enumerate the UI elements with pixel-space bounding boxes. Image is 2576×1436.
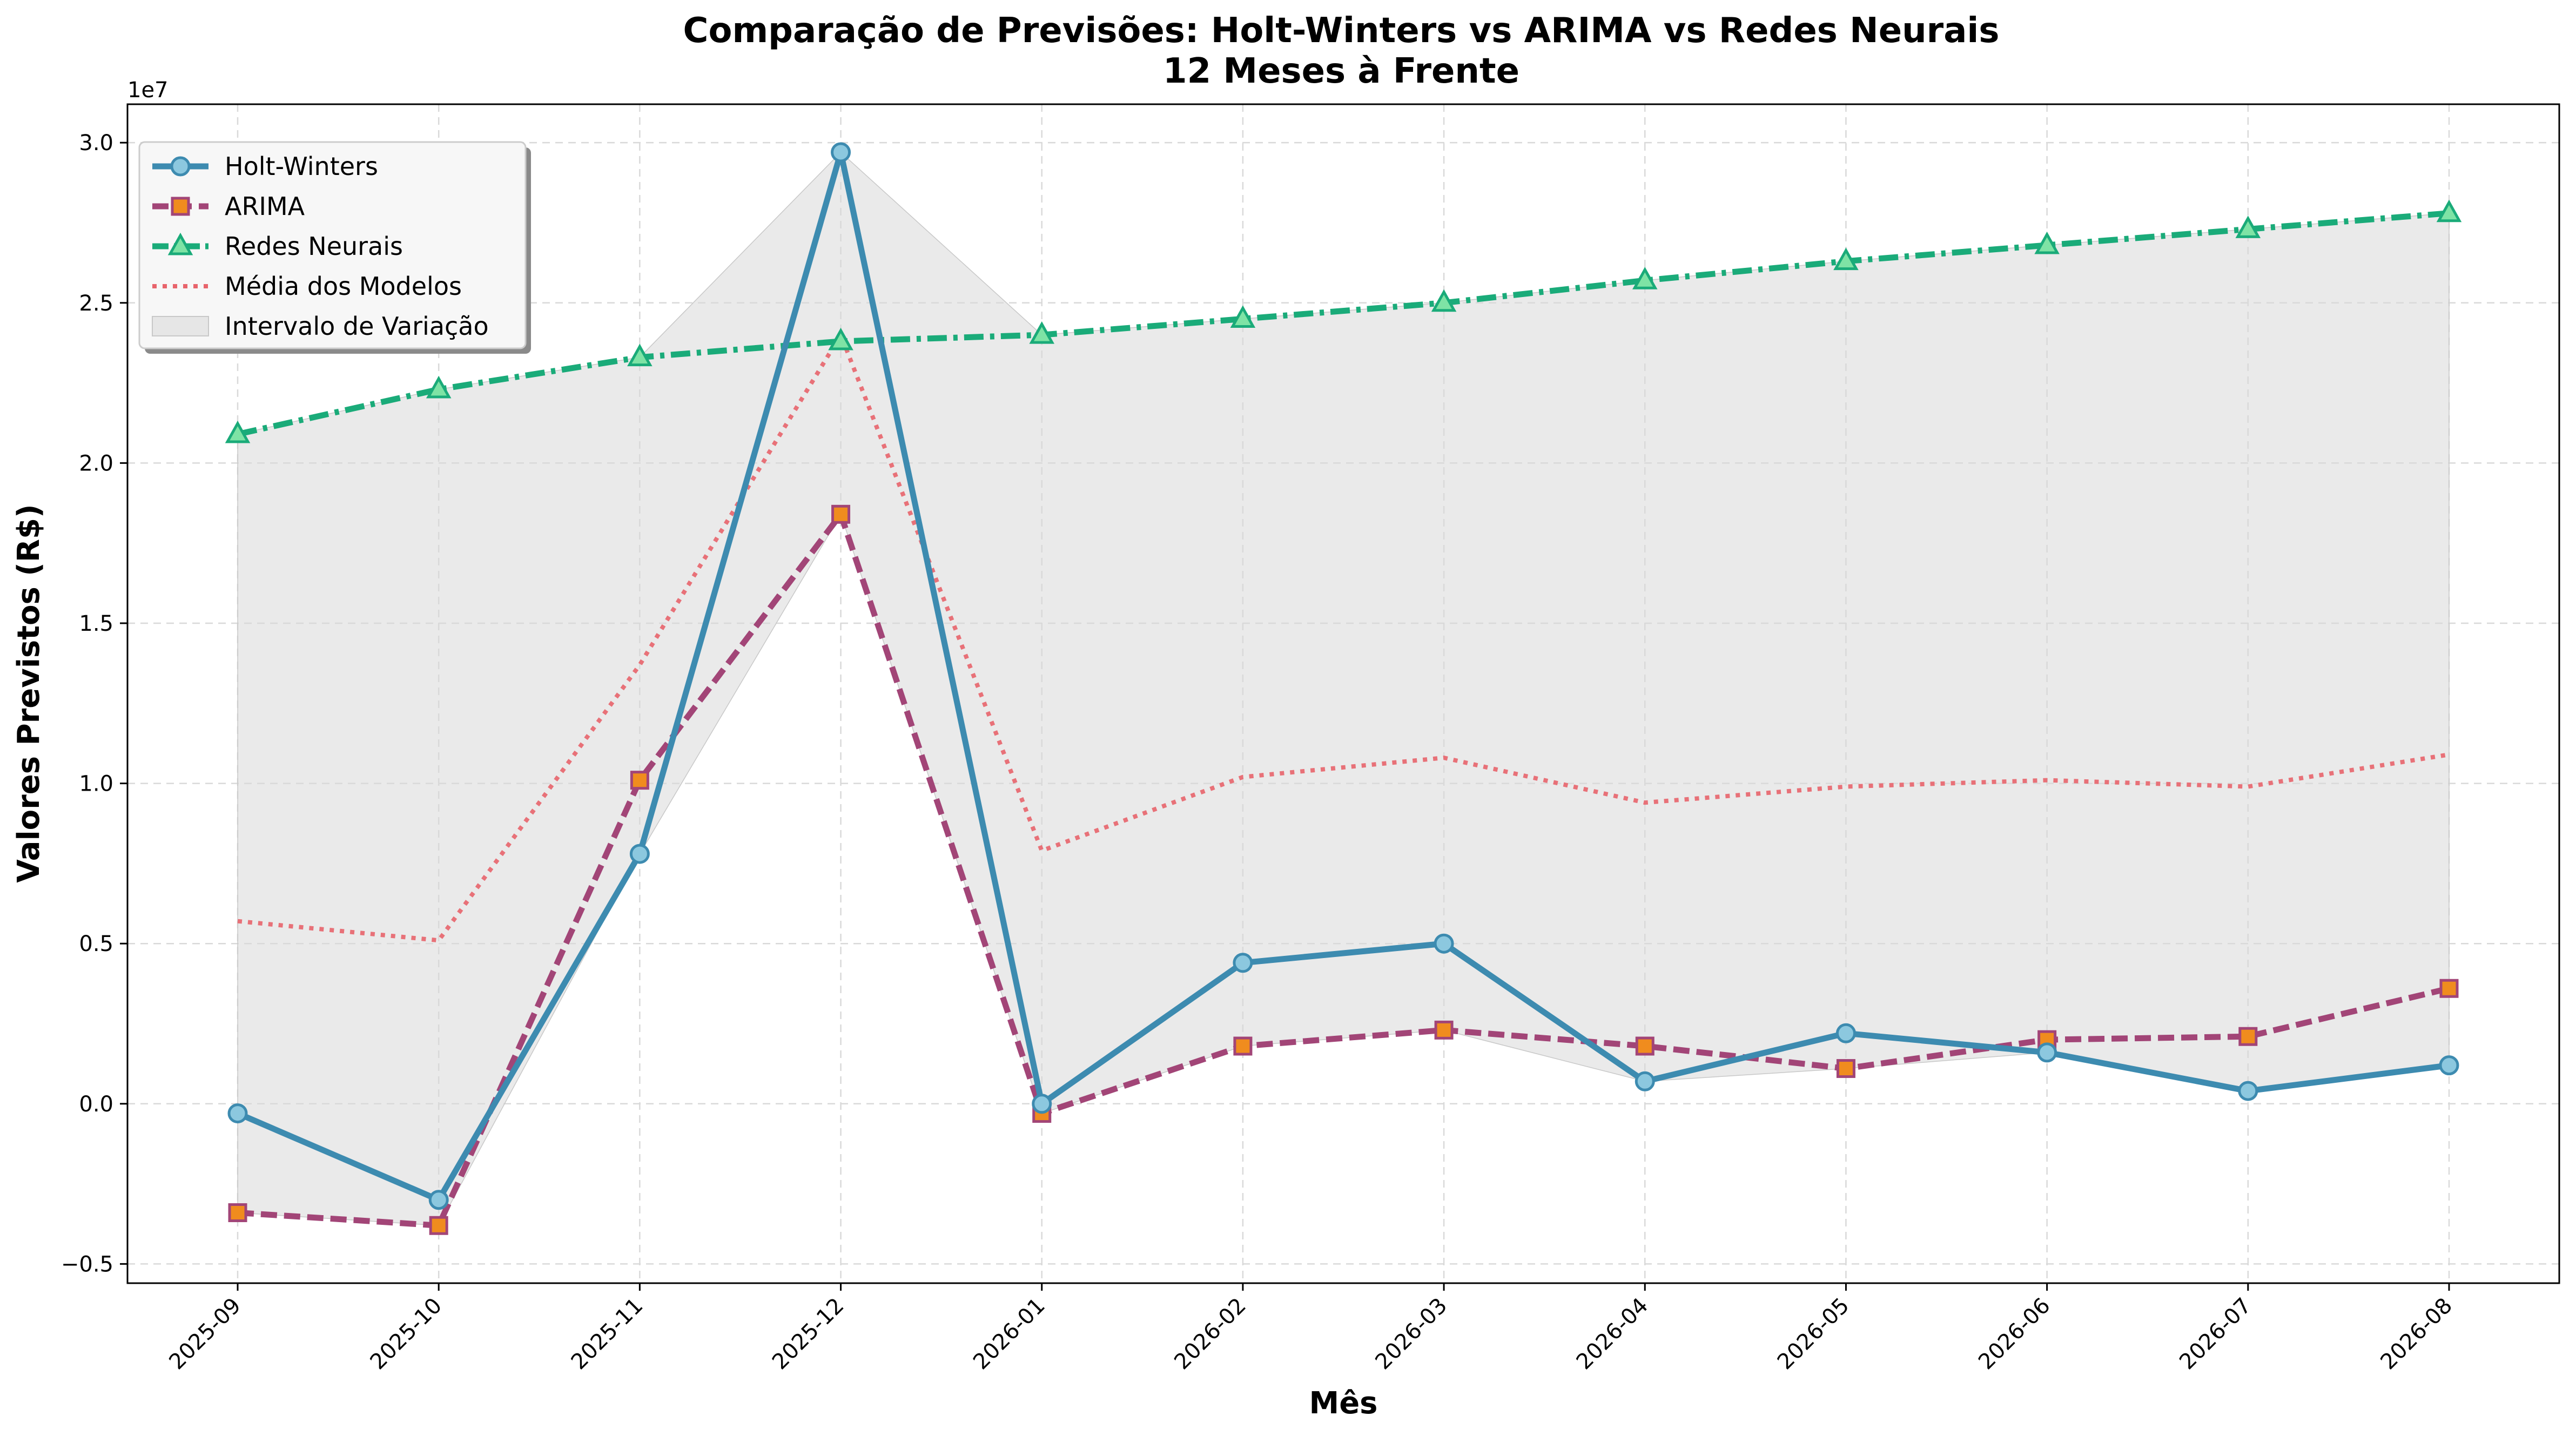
- y-axis-label: Valores Previstos (R$): [11, 504, 46, 882]
- data-point: [1632, 267, 1658, 289]
- y-tick-label: 3.0: [79, 131, 113, 156]
- data-point: [428, 1190, 449, 1210]
- legend-label: ARIMA: [225, 192, 305, 221]
- y-tick-label: 0.0: [79, 1092, 113, 1117]
- legend-label: Média dos Modelos: [225, 272, 462, 301]
- legend-box: [138, 141, 527, 349]
- data-point: [831, 504, 851, 524]
- data-point: [1635, 1071, 1655, 1091]
- data-point: [1431, 289, 1457, 312]
- data-point: [2037, 1042, 2057, 1063]
- data-point: [831, 142, 851, 163]
- legend-marker: [171, 197, 190, 216]
- series-line: [237, 210, 2450, 437]
- series-layer: [225, 142, 2462, 1235]
- data-point: [630, 771, 649, 790]
- data-point: [429, 1216, 448, 1235]
- data-point: [629, 844, 650, 864]
- data-point: [1230, 305, 1256, 328]
- data-point: [2034, 231, 2060, 254]
- legend-label: Redes Neurais: [225, 232, 403, 261]
- data-point: [1233, 1036, 1253, 1056]
- data-point: [627, 343, 653, 367]
- data-point: [1835, 1023, 1856, 1043]
- data-point: [1029, 321, 1054, 344]
- legend-item: Redes Neurais: [152, 232, 403, 261]
- legend: Holt-Winters ARIMA Redes Neurais Média dos …: [138, 141, 531, 354]
- series-holt-winters: [227, 142, 2459, 1210]
- series-redes-neurais: [225, 199, 2462, 443]
- legend-item: Intervalo de Variação: [152, 312, 489, 341]
- x-axis-label: Mês: [1309, 1386, 1377, 1421]
- data-point: [2436, 199, 2462, 223]
- legend-label: Holt-Winters: [225, 152, 378, 181]
- y-tick-label: 1.5: [79, 611, 113, 636]
- data-point: [1434, 933, 1454, 954]
- data-point: [2238, 1027, 2258, 1046]
- data-point: [1233, 953, 1253, 973]
- data-point: [1836, 1059, 1855, 1078]
- data-point: [828, 327, 853, 350]
- data-point: [1032, 1094, 1052, 1114]
- data-point: [426, 375, 452, 399]
- y-tick-label: 2.0: [79, 451, 113, 476]
- data-point: [225, 420, 251, 443]
- y-axis: −0.5 0.0 0.5 1.0 1.5 2.0 2.5 3.0: [61, 131, 127, 1277]
- y-scale-label: 1e7: [127, 78, 169, 103]
- data-point: [1635, 1036, 1654, 1056]
- data-point: [228, 1203, 247, 1222]
- y-tick-label: 2.5: [79, 291, 113, 316]
- legend-item: Holt-Winters: [152, 152, 378, 181]
- series-line: [236, 149, 2450, 1203]
- chart-title: Comparação de Previsões: Holt-Winters vs…: [683, 11, 2000, 51]
- data-point: [1833, 247, 1859, 271]
- data-point: [2439, 1055, 2459, 1076]
- legend-swatch: [152, 316, 209, 336]
- y-tick-label: −0.5: [61, 1252, 113, 1277]
- data-point: [227, 1103, 248, 1124]
- data-point: [1434, 1020, 1454, 1040]
- chart-subtitle: 12 Meses à Frente: [1163, 51, 1519, 91]
- data-point: [2235, 215, 2261, 238]
- legend-item: ARIMA: [152, 192, 305, 221]
- legend-label: Intervalo de Variação: [225, 312, 489, 341]
- series-m-dia-dos-modelos: [237, 333, 2450, 943]
- legend-marker: [170, 156, 191, 177]
- y-tick-label: 1.0: [79, 772, 113, 797]
- data-point: [2439, 979, 2459, 998]
- series-line: [237, 333, 2450, 943]
- series-line: [237, 511, 2450, 1229]
- y-tick-label: 0.5: [79, 932, 113, 956]
- data-point: [2238, 1081, 2258, 1101]
- legend-marker: [167, 232, 193, 255]
- plot-frame: [126, 103, 2560, 1284]
- legend-item: Média dos Modelos: [152, 272, 462, 301]
